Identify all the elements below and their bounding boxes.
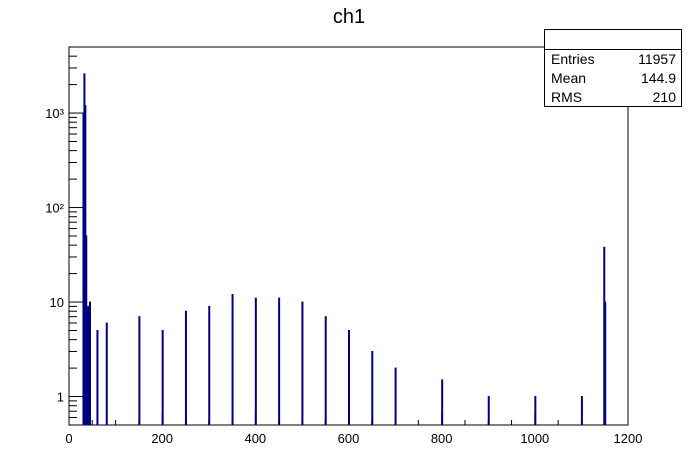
x-tick-label: 0 bbox=[65, 431, 72, 446]
histogram-bin bbox=[371, 350, 374, 426]
histogram-bin bbox=[254, 297, 257, 426]
stats-box: Entries 11957 Mean 144.9 RMS 210 bbox=[544, 29, 682, 107]
stats-rms-label: RMS bbox=[551, 89, 583, 105]
histogram-bin bbox=[231, 294, 234, 426]
stats-box-header bbox=[545, 30, 681, 50]
y-axis: 1 10 10² 10³ bbox=[45, 55, 84, 419]
chart-title: ch1 bbox=[332, 6, 366, 28]
y-tick-label: 10³ bbox=[45, 106, 64, 121]
histogram-bin bbox=[96, 330, 99, 426]
x-tick-label: 600 bbox=[338, 431, 360, 446]
histogram-series bbox=[82, 73, 607, 426]
stats-rms-value: 210 bbox=[652, 89, 676, 105]
histogram-bin bbox=[348, 330, 350, 426]
stats-entries-label: Entries bbox=[551, 51, 595, 67]
y-tick-label: 1 bbox=[57, 390, 64, 405]
histogram-bin bbox=[441, 379, 444, 426]
histogram-bin bbox=[301, 301, 304, 426]
histogram-bin bbox=[278, 297, 281, 426]
histogram-bin bbox=[534, 396, 537, 426]
x-tick-label: 1200 bbox=[614, 431, 643, 446]
histogram-bin bbox=[184, 310, 187, 426]
stats-row-mean: Mean 144.9 bbox=[545, 69, 681, 88]
histogram-bin bbox=[580, 396, 583, 426]
histogram-bin bbox=[138, 316, 141, 426]
histogram-bin bbox=[161, 330, 164, 426]
y-tick-label: 10² bbox=[45, 201, 64, 216]
x-tick-label: 800 bbox=[431, 431, 453, 446]
histogram-bin bbox=[394, 367, 397, 426]
stats-row-rms: RMS 210 bbox=[545, 88, 681, 107]
stats-row-entries: Entries 11957 bbox=[545, 50, 681, 69]
x-tick-label: 1000 bbox=[520, 431, 549, 446]
histogram-bin bbox=[208, 305, 211, 426]
stats-mean-label: Mean bbox=[551, 70, 587, 86]
histogram-bin bbox=[105, 322, 108, 426]
histogram-bin bbox=[87, 305, 90, 426]
x-tick-label: 400 bbox=[244, 431, 266, 446]
x-axis: 0 200 400 600 800 1000 1200 bbox=[65, 414, 642, 446]
histogram-bin bbox=[88, 301, 91, 426]
histogram-bin bbox=[487, 396, 490, 426]
stats-mean-value: 144.9 bbox=[640, 70, 676, 86]
y-tick-label: 10 bbox=[50, 295, 64, 310]
stats-entries-value: 11957 bbox=[638, 51, 676, 67]
x-tick-label: 200 bbox=[151, 431, 173, 446]
histogram-bin bbox=[324, 316, 327, 426]
histogram-bin bbox=[604, 301, 607, 426]
